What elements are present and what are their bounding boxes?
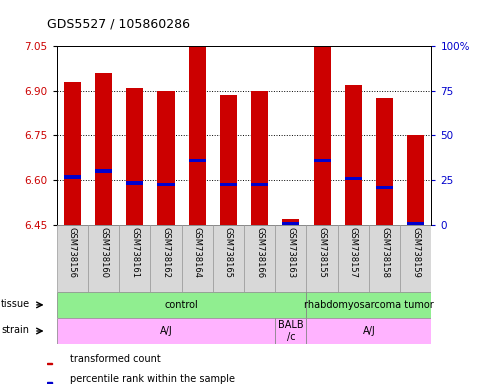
Text: tissue: tissue <box>1 299 30 309</box>
Bar <box>64 175 81 179</box>
Text: rhabdomyosarcoma tumor: rhabdomyosarcoma tumor <box>304 300 434 310</box>
Bar <box>47 382 52 384</box>
Text: strain: strain <box>1 325 29 335</box>
Bar <box>126 181 143 185</box>
Text: percentile rank within the sample: percentile rank within the sample <box>70 374 235 384</box>
Text: A/J: A/J <box>160 326 173 336</box>
Bar <box>314 159 331 162</box>
Bar <box>376 186 393 189</box>
Bar <box>95 169 112 173</box>
Bar <box>57 292 307 318</box>
Bar <box>126 88 143 225</box>
Bar <box>57 318 275 344</box>
Text: BALB
/c: BALB /c <box>278 320 304 342</box>
Bar <box>157 183 175 186</box>
Bar <box>407 222 424 225</box>
Text: GSM738163: GSM738163 <box>286 227 295 278</box>
Bar <box>88 225 119 292</box>
Bar <box>345 177 362 180</box>
Bar <box>400 225 431 292</box>
Bar <box>369 225 400 292</box>
Bar <box>181 225 213 292</box>
Text: GSM738159: GSM738159 <box>411 227 420 278</box>
Text: GSM738164: GSM738164 <box>193 227 202 278</box>
Bar <box>314 46 331 225</box>
Bar <box>220 183 237 186</box>
Text: GSM738162: GSM738162 <box>162 227 171 278</box>
Text: control: control <box>165 300 199 310</box>
Text: GDS5527 / 105860286: GDS5527 / 105860286 <box>47 18 190 31</box>
Bar <box>64 82 81 225</box>
Bar <box>95 73 112 225</box>
Bar <box>275 318 307 344</box>
Bar <box>282 222 299 225</box>
Bar <box>213 225 244 292</box>
Bar <box>47 363 52 364</box>
Bar <box>282 219 299 225</box>
Text: GSM738155: GSM738155 <box>317 227 326 278</box>
Bar <box>307 225 338 292</box>
Bar <box>345 85 362 225</box>
Bar <box>307 318 431 344</box>
Bar <box>119 225 150 292</box>
Bar <box>275 225 307 292</box>
Text: GSM738158: GSM738158 <box>380 227 389 278</box>
Bar <box>189 46 206 225</box>
Bar <box>220 95 237 225</box>
Bar <box>251 91 268 225</box>
Bar <box>407 136 424 225</box>
Text: GSM738160: GSM738160 <box>99 227 108 278</box>
Text: transformed count: transformed count <box>70 354 161 364</box>
Bar <box>307 292 431 318</box>
Text: A/J: A/J <box>362 326 375 336</box>
Bar <box>251 183 268 186</box>
Text: GSM738165: GSM738165 <box>224 227 233 278</box>
Bar <box>244 225 275 292</box>
Bar <box>189 159 206 162</box>
Text: GSM738166: GSM738166 <box>255 227 264 278</box>
Bar <box>57 225 88 292</box>
Text: GSM738156: GSM738156 <box>68 227 77 278</box>
Bar <box>150 225 181 292</box>
Bar <box>376 98 393 225</box>
Text: GSM738157: GSM738157 <box>349 227 358 278</box>
Bar <box>157 91 175 225</box>
Text: GSM738161: GSM738161 <box>130 227 139 278</box>
Bar <box>338 225 369 292</box>
